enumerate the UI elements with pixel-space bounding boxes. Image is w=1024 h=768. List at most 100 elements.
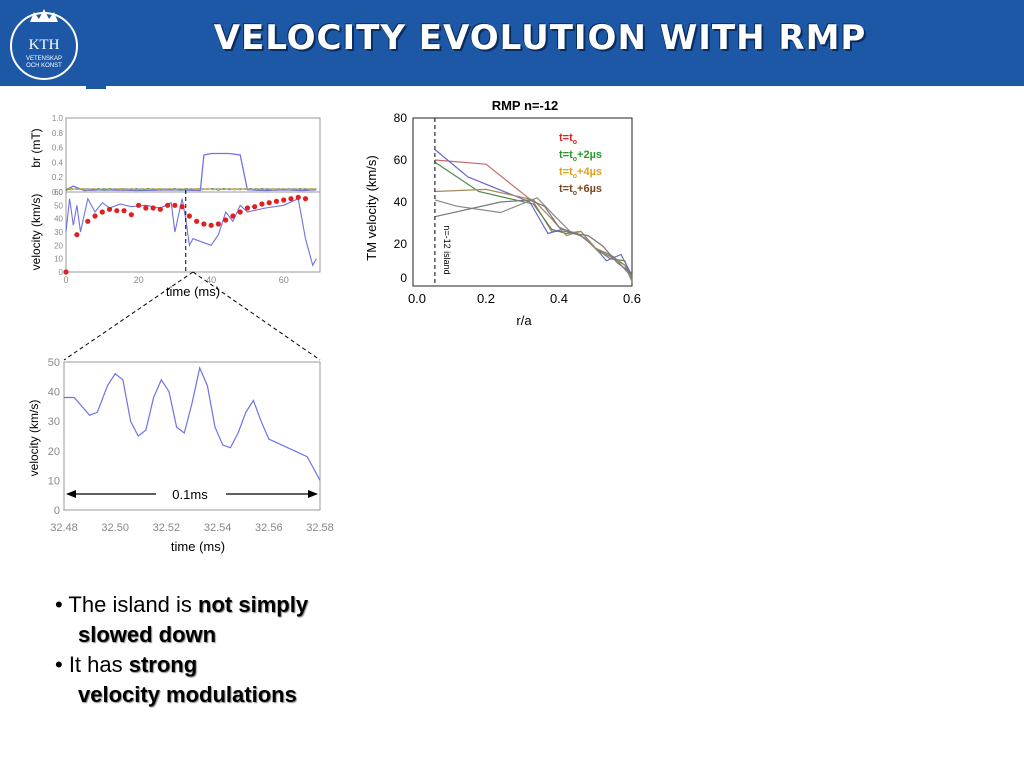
velocity-ytick-label: 20 — [54, 241, 63, 250]
br-ytick-label: 1.0 — [52, 114, 64, 123]
bullet-list: • The island is not simply slowed down •… — [55, 590, 435, 710]
velocity-marker — [128, 212, 134, 218]
velocity-marker — [302, 196, 309, 202]
zoom-ytick-label: 0 — [54, 505, 60, 517]
br-series-line-0 — [65, 152, 317, 192]
velocity-xlabel: time (ms) — [166, 284, 220, 299]
rmp-legend-entry: t=to+4µs — [559, 166, 602, 180]
arrow-right-head-icon — [308, 490, 318, 498]
velocity-marker — [157, 206, 163, 212]
zoom-xtick-label: 32.56 — [255, 522, 283, 534]
br-ytick-label: 0.2 — [52, 173, 64, 182]
rmp-xtick-label: 0.0 — [408, 291, 426, 306]
bullet-2: • It has strong — [55, 650, 435, 680]
br-ytick-label: 0.0 — [52, 188, 64, 197]
bullet-1-text: • The island is — [55, 592, 199, 617]
bullet-2-cont: velocity modulations — [55, 680, 435, 710]
velocity-marker — [143, 205, 149, 211]
velocity-ylabel: velocity (km/s) — [29, 194, 43, 271]
velocity-marker — [295, 194, 301, 200]
arrow-left-head-icon — [66, 490, 76, 498]
rmp-xtick-label: 0.2 — [477, 291, 495, 306]
velocity-ytick-label: 30 — [54, 228, 63, 237]
velocity-ytick-label: 0 — [59, 268, 64, 277]
rmp-ytick-label: 0 — [400, 271, 407, 285]
velocity-marker — [63, 269, 69, 275]
br-ytick-label: 0.6 — [52, 144, 64, 153]
velocity-ytick-label: 50 — [54, 201, 63, 210]
velocity-marker — [230, 213, 236, 219]
island-label: n=-12 island — [442, 225, 452, 274]
zoom-xtick-label: 32.50 — [101, 522, 129, 534]
velocity-marker — [135, 202, 142, 208]
rmp-ytick-label: 80 — [394, 111, 408, 125]
page-title: VELOCITY EVOLUTION WITH RMP — [213, 18, 867, 58]
velocity-ytick-label: 10 — [54, 255, 63, 264]
rmp-series-line-0 — [434, 159, 633, 276]
velocity-marker — [121, 208, 127, 214]
velocity-xtick-label: 20 — [134, 275, 144, 285]
br-noise-line-1 — [65, 187, 317, 191]
velocity-marker — [92, 213, 98, 219]
velocity-ytick-label: 60 — [54, 188, 63, 197]
velocity-marker — [237, 209, 243, 215]
logo-text-sub1: VETENSKAP — [26, 56, 62, 62]
bullet-1-cont: slowed down — [55, 620, 435, 650]
velocity-marker — [99, 209, 105, 215]
zoom-plot-frame — [63, 361, 321, 511]
rmp-legend-entry: t=to — [559, 132, 577, 146]
velocity-marker — [201, 221, 207, 227]
zoom-ytick-label: 40 — [48, 387, 60, 399]
velocity-marker — [208, 222, 214, 228]
velocity-marker — [215, 221, 221, 227]
zoom-ytick-label: 20 — [48, 446, 60, 458]
rmp-xtick-label: 0.4 — [550, 291, 568, 306]
br-ylabel: br (mT) — [29, 128, 43, 167]
velocity-marker — [252, 204, 258, 210]
velocity-xtick-label: 60 — [279, 275, 289, 285]
logo-text-sub2: OCH KONST — [26, 63, 62, 69]
velocity-marker — [281, 197, 287, 203]
bullet-1-bold: not simply — [198, 592, 309, 617]
rmp-series-line-1 — [434, 161, 633, 280]
rmp-ytick-label: 20 — [394, 237, 408, 251]
bullet-2-text: • It has — [55, 652, 129, 677]
bullet-1-cont-bold: slowed down — [78, 622, 217, 647]
velocity-marker — [223, 217, 229, 223]
zoom-xtick-label: 32.58 — [306, 522, 334, 534]
velocity-ytick-label: 40 — [54, 215, 63, 224]
zoom-connector-right — [192, 271, 321, 361]
br-ytick-label: 0.8 — [52, 129, 64, 138]
header-accent-line — [86, 86, 106, 89]
zoom-ytick-label: 30 — [48, 416, 60, 428]
velocity-xtick-label: 40 — [206, 275, 216, 285]
rmp-series-line-4 — [434, 197, 633, 278]
bullet-2-cont-bold: velocity modulations — [78, 682, 297, 707]
velocity-marker — [194, 218, 200, 224]
velocity-marker — [165, 202, 171, 208]
velocity-xtick-label: 0 — [63, 275, 68, 285]
velocity-marker — [150, 205, 156, 211]
rmp-title: RMP n=-12 — [492, 98, 559, 113]
zoom-xtick-label: 32.54 — [204, 522, 232, 534]
velocity-marker — [244, 205, 251, 211]
br-ytick-label: 0.4 — [52, 158, 64, 167]
velocity-marker — [273, 198, 280, 204]
zoom-xtick-label: 32.52 — [153, 522, 181, 534]
velocity-marker — [288, 196, 294, 202]
velocity-marker — [186, 213, 192, 219]
velocity-line — [65, 197, 317, 267]
rmp-plot-frame — [412, 117, 633, 287]
velocity-marker — [179, 204, 185, 210]
velocity-marker — [259, 201, 265, 207]
zoom-ytick-label: 50 — [48, 357, 60, 369]
rmp-ylabel: TM velocity (km/s) — [364, 155, 379, 260]
zoom-ytick-label: 10 — [48, 475, 60, 487]
velocity-marker — [114, 208, 120, 214]
br-noise-line-2 — [65, 187, 317, 191]
bullet-1: • The island is not simply — [55, 590, 435, 620]
velocity-marker — [74, 232, 80, 238]
rmp-series-line-5 — [434, 199, 633, 274]
